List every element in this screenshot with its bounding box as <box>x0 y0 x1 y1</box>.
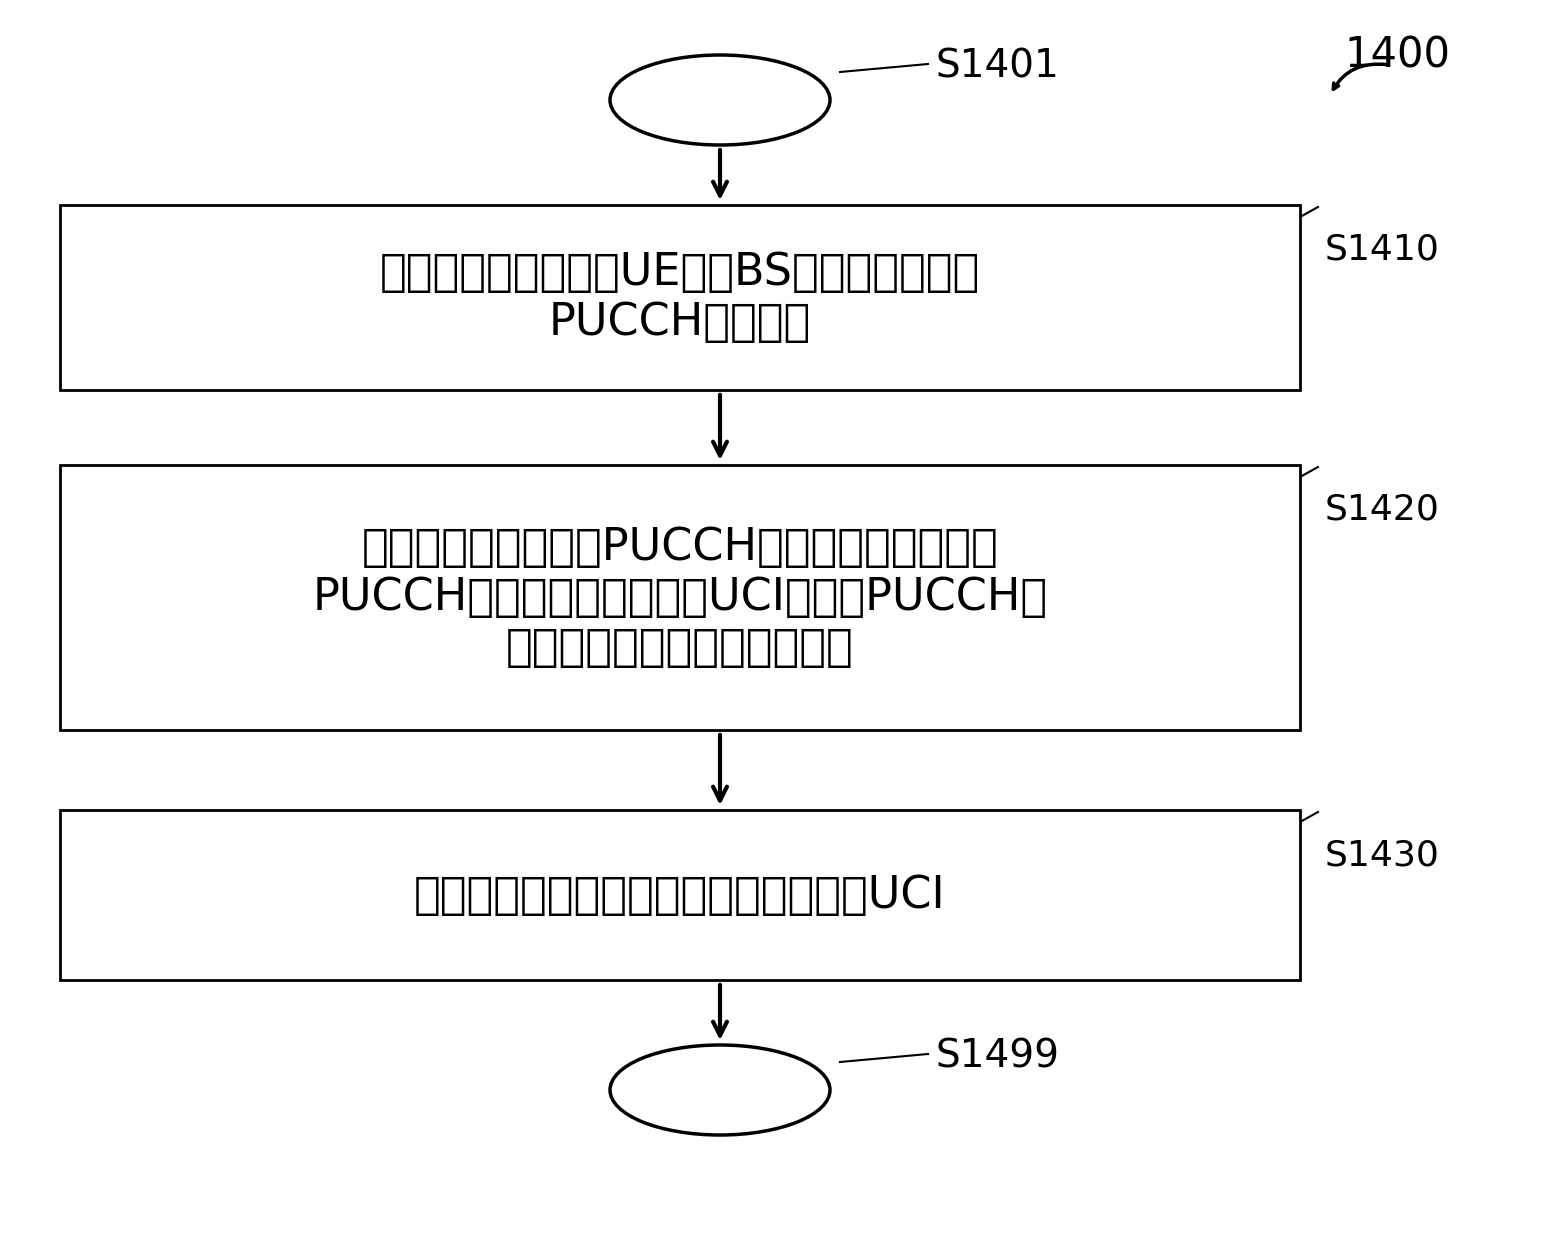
FancyBboxPatch shape <box>60 206 1300 390</box>
Text: S1410: S1410 <box>1325 233 1439 267</box>
Text: S1401: S1401 <box>935 48 1059 85</box>
Text: 开始: 开始 <box>691 78 748 123</box>
Text: S1420: S1420 <box>1325 493 1439 527</box>
Text: S1430: S1430 <box>1325 838 1439 872</box>
Ellipse shape <box>611 54 830 145</box>
Ellipse shape <box>611 1045 830 1135</box>
Text: PUCCH资源配置: PUCCH资源配置 <box>549 301 812 344</box>
Text: 在无线通信系统中的UE处从BS接收一个或多个: 在无线通信系统中的UE处从BS接收一个或多个 <box>380 251 980 295</box>
Text: 源配置指示多个频域传输时机: 源配置指示多个频域传输时机 <box>506 625 853 669</box>
Text: 1400: 1400 <box>1343 33 1450 76</box>
Text: PUCCH资源配置以用于报告UCI，第一PUCCH资: PUCCH资源配置以用于报告UCI，第一PUCCH资 <box>312 576 1048 619</box>
Text: S1499: S1499 <box>935 1037 1059 1076</box>
Text: 在多个频域传输时机的至少一个上发送UCI: 在多个频域传输时机的至少一个上发送UCI <box>414 874 946 916</box>
Text: 终止: 终止 <box>691 1067 748 1113</box>
Text: 从接收的一个或多个PUCCH资源配置中确定第一: 从接收的一个或多个PUCCH资源配置中确定第一 <box>362 526 999 569</box>
FancyBboxPatch shape <box>60 465 1300 730</box>
FancyBboxPatch shape <box>60 810 1300 980</box>
